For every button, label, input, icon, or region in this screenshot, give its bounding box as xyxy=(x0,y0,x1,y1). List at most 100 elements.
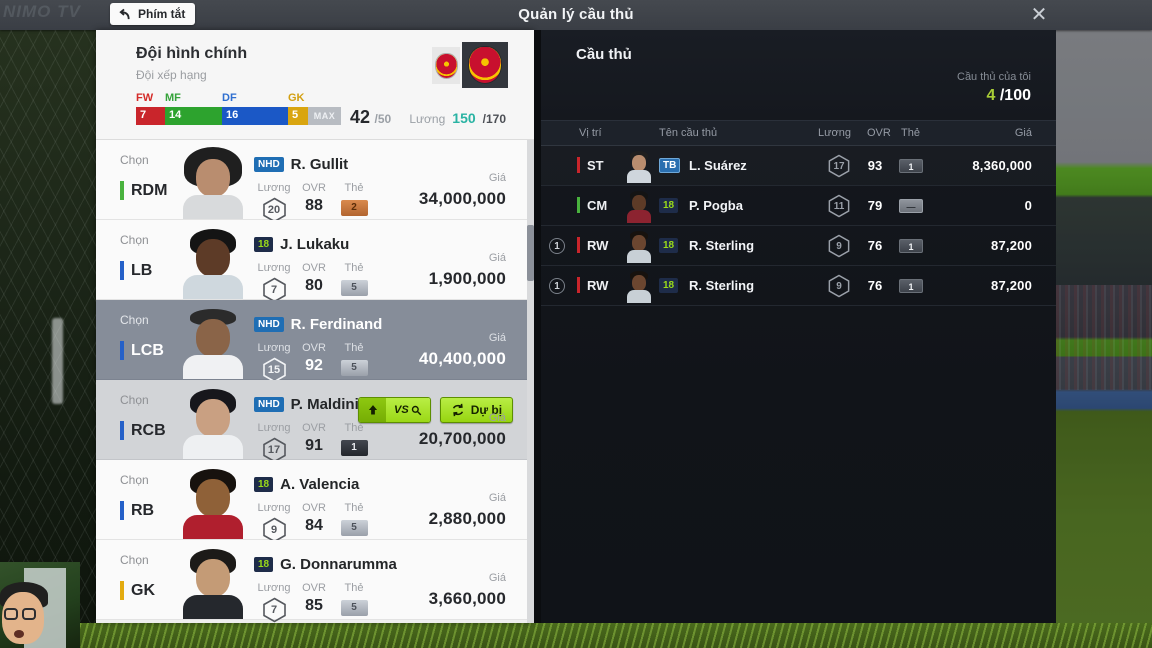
up-arrow-icon xyxy=(368,405,377,415)
shortcut-button[interactable]: Phím tắt xyxy=(110,3,196,25)
squad-row-gullit[interactable]: Chọn RDM NHD R. Gullit Lương 20 OVR 88 Thẻ 2… xyxy=(96,140,534,223)
squad-row-donnarumma[interactable]: Chọn GK 18 G. Donnarumma Lương 7 OVR 85 Thẻ… xyxy=(96,540,534,623)
player-avatar xyxy=(625,271,653,303)
ovr-value: 76 xyxy=(867,278,883,293)
squad-row-valencia[interactable]: Chọn RB 18 A. Valencia Lương 9 OVR 84 Thẻ 5 … xyxy=(96,460,534,543)
position-label: CM xyxy=(587,197,608,213)
close-button[interactable]: ✕ xyxy=(1030,4,1048,26)
season-badge: 18 xyxy=(659,198,679,213)
card-count-badge: 1 xyxy=(899,279,923,293)
salary-stat-label: Lương xyxy=(257,422,291,434)
gk-count: 5 xyxy=(288,107,308,125)
players-title: Cầu thủ xyxy=(576,46,632,63)
max-segment: MAX xyxy=(308,107,341,125)
ovr-stat-label: OVR xyxy=(302,422,326,434)
squad-row-maldini[interactable]: Chọn RCB NHD P. Maldini VS Dự bị Lương xyxy=(96,380,534,463)
card-count-badge: 5 xyxy=(340,520,368,536)
position-label: RB xyxy=(131,501,155,519)
player-name: R. Ferdinand xyxy=(290,316,383,333)
position-color-tick xyxy=(120,581,124,600)
df-count: 16 xyxy=(222,107,288,125)
streamer-facecam xyxy=(0,562,80,648)
my-players-value: 4 xyxy=(986,87,996,104)
position-color-tick xyxy=(120,501,124,520)
salary-hexagon: 7 xyxy=(262,597,287,623)
col-salary: Lương xyxy=(818,127,851,139)
col-position: Vị trí xyxy=(579,127,602,139)
price-value: 3,660,000 xyxy=(428,589,506,608)
ovr-value: 93 xyxy=(867,158,883,173)
scrollbar-thumb[interactable] xyxy=(527,225,534,281)
player-avatar xyxy=(176,387,250,459)
player-avatar xyxy=(625,191,653,223)
squad-row-lukaku[interactable]: Chọn LB 18 J. Lukaku Lương 7 OVR 80 Thẻ 5 Gi… xyxy=(96,220,534,303)
club-logo-dark[interactable] xyxy=(462,42,508,88)
player-name: G. Donnarumma xyxy=(280,556,397,573)
squad-count: 42 xyxy=(350,107,371,127)
price-label: Giá xyxy=(488,252,506,264)
player-avatar xyxy=(176,307,250,379)
col-ovr: OVR xyxy=(867,127,891,139)
col-name: Tên cầu thủ xyxy=(659,127,718,139)
card-stat-label: Thẻ xyxy=(344,582,364,594)
player-name: A. Valencia xyxy=(280,476,360,493)
player-name: R. Sterling xyxy=(689,278,755,293)
season-badge: 18 xyxy=(659,238,679,253)
player-avatar xyxy=(176,227,250,299)
select-label: Chọn xyxy=(120,473,149,487)
back-arrow-icon xyxy=(119,8,130,19)
club-logo-light[interactable] xyxy=(432,47,460,84)
squad-scrollbar[interactable] xyxy=(527,140,534,623)
player-row-sterling-2[interactable]: 1 RW 18 R. Sterling 9 76 1 87,200 xyxy=(541,266,1056,306)
price-value: 8,360,000 xyxy=(972,158,1032,173)
price-label: Giá xyxy=(488,412,506,424)
player-row-sterling-1[interactable]: 1 RW 18 R. Sterling 9 76 1 87,200 xyxy=(541,226,1056,266)
season-badge: TB xyxy=(659,158,681,173)
price-value: 34,000,000 xyxy=(418,189,506,208)
card-count-badge: 2 xyxy=(340,200,368,216)
position-label: ST xyxy=(587,157,604,173)
my-players-cap: /100 xyxy=(999,87,1031,104)
select-label: Chọn xyxy=(120,153,149,167)
duplicate-count-badge: 1 xyxy=(549,278,565,294)
substitute-button[interactable]: Dự bị xyxy=(439,397,514,423)
position-color-tick xyxy=(120,421,124,440)
player-row-pogba[interactable]: CM 18 P. Pogba 11 79 — 0 xyxy=(541,186,1056,226)
salary-stat-label: Lương xyxy=(257,342,291,354)
player-name: J. Lukaku xyxy=(280,236,350,253)
my-players-count: Cầu thủ của tôi 4 /100 xyxy=(957,71,1031,105)
ovr-stat-label: OVR xyxy=(302,342,326,354)
salary-hexagon: 17 xyxy=(828,154,850,178)
price-value: 20,700,000 xyxy=(418,429,506,448)
player-name: P. Pogba xyxy=(689,198,743,213)
shortcut-label: Phím tắt xyxy=(138,7,186,21)
squad-panel: Đội hình chính Đội xếp hạng FW MF DF GK … xyxy=(96,30,534,623)
price-value: 40,400,000 xyxy=(418,349,506,368)
window-title: Quản lý cầu thủ xyxy=(518,6,634,23)
squad-row-ferdinand[interactable]: Chọn LCB NHD R. Ferdinand Lương 15 OVR 92 T… xyxy=(96,300,534,383)
position-label: RW xyxy=(587,277,609,293)
upgrade-compare-button[interactable]: VS xyxy=(358,397,431,423)
price-value: 2,880,000 xyxy=(428,509,506,528)
player-row-suarez[interactable]: ST TB L. Suárez 17 93 1 8,360,000 xyxy=(541,146,1056,186)
season-badge: 18 xyxy=(659,278,679,293)
salary-hexagon: 11 xyxy=(828,194,850,218)
select-label: Chọn xyxy=(120,313,149,327)
players-panel: Cầu thủ Cầu thủ của tôi 4 /100 Vị trí Tê… xyxy=(541,30,1056,623)
goal-net-background xyxy=(0,0,96,648)
player-avatar xyxy=(176,147,250,219)
card-count-badge: 5 xyxy=(340,280,368,296)
price-label: Giá xyxy=(488,172,506,184)
substitute-label: Dự bị xyxy=(470,403,503,417)
position-label: RW xyxy=(587,237,609,253)
card-stat-label: Thẻ xyxy=(344,182,364,194)
compare-label: VS xyxy=(394,404,409,416)
ovr-value: 92 xyxy=(305,357,323,374)
df-label: DF xyxy=(222,92,237,104)
position-bar: 7 14 16 5 MAX xyxy=(136,107,341,125)
salary-stat-label: Lương xyxy=(257,502,291,514)
price-value: 0 xyxy=(1024,198,1032,213)
salary-cap: /170 xyxy=(482,112,506,126)
duplicate-count-badge: 1 xyxy=(549,238,565,254)
position-color-tick xyxy=(577,197,580,213)
